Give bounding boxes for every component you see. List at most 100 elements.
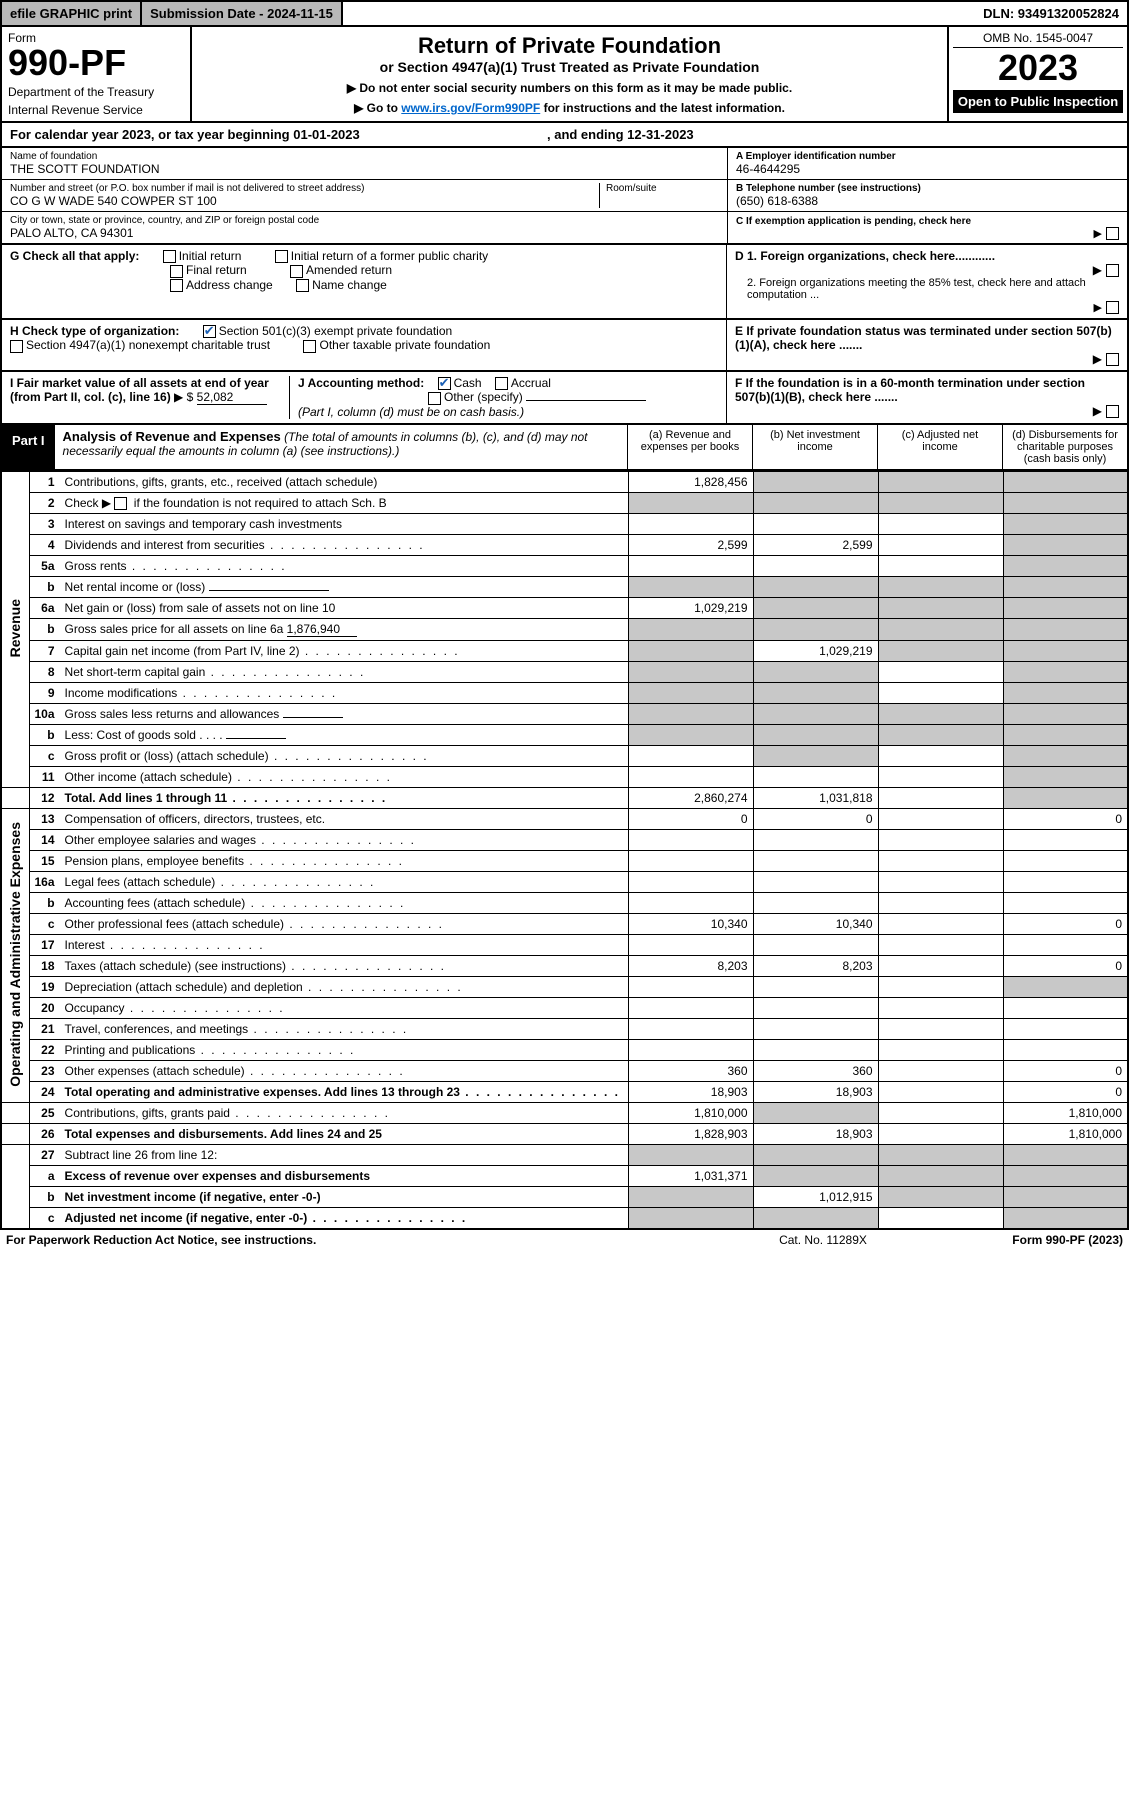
col-d-val <box>1003 1165 1128 1186</box>
col-a-val <box>628 871 753 892</box>
col-d-val: 1,810,000 <box>1003 1102 1128 1123</box>
ein-cell: A Employer identification number 46-4644… <box>728 148 1127 180</box>
col-c-val <box>878 555 1003 576</box>
col-b-val <box>753 1039 878 1060</box>
form-header: Form 990-PF Department of the Treasury I… <box>0 27 1129 123</box>
j-cash-checkbox[interactable] <box>438 377 451 390</box>
line-num: 24 <box>29 1081 60 1102</box>
col-d-val <box>1003 492 1128 513</box>
e-checkbox[interactable] <box>1106 353 1119 366</box>
form-id-block: Form 990-PF Department of the Treasury I… <box>2 27 192 121</box>
j-other-checkbox[interactable] <box>428 392 441 405</box>
line-desc: Less: Cost of goods sold . . . . <box>60 724 628 745</box>
line-num: 10a <box>29 703 60 724</box>
line-num: 23 <box>29 1060 60 1081</box>
irs-link[interactable]: www.irs.gov/Form990PF <box>401 101 540 115</box>
j-block: J Accounting method: Cash Accrual Other … <box>290 376 718 419</box>
line-num: 25 <box>29 1102 60 1123</box>
col-c-val <box>878 892 1003 913</box>
col-d-val <box>1003 618 1128 640</box>
col-a-val <box>628 703 753 724</box>
col-d-val <box>1003 934 1128 955</box>
form-number: 990-PF <box>8 45 184 81</box>
part1-title: Analysis of Revenue and Expenses <box>63 429 281 444</box>
d1-checkbox[interactable] <box>1106 264 1119 277</box>
line-num: c <box>29 745 60 766</box>
col-d-val <box>1003 871 1128 892</box>
table-row: 6a Net gain or (loss) from sale of asset… <box>1 597 1128 618</box>
col-b-val <box>753 871 878 892</box>
col-c-val <box>878 1207 1003 1229</box>
col-a-val <box>628 1144 753 1165</box>
col-b-val: 8,203 <box>753 955 878 976</box>
col-b-val <box>753 618 878 640</box>
j-accrual-checkbox[interactable] <box>495 377 508 390</box>
col-b-val <box>753 1018 878 1039</box>
d1-row: D 1. Foreign organizations, check here..… <box>735 249 1119 277</box>
h-label: H Check type of organization: <box>10 324 179 338</box>
col-b-val <box>753 766 878 787</box>
h-opt3: Other taxable private foundation <box>319 338 490 352</box>
col-c-val <box>878 808 1003 829</box>
exemption-checkbox[interactable] <box>1106 227 1119 240</box>
col-c-val <box>878 682 1003 703</box>
line-desc: Contributions, gifts, grants paid <box>60 1102 628 1123</box>
city-value: PALO ALTO, CA 94301 <box>10 226 719 240</box>
g-name-change-checkbox[interactable] <box>296 279 309 292</box>
line-desc: Taxes (attach schedule) (see instruction… <box>60 955 628 976</box>
col-c-val <box>878 955 1003 976</box>
h-501c3-checkbox[interactable] <box>203 325 216 338</box>
col-a-val <box>628 618 753 640</box>
line-num: 19 <box>29 976 60 997</box>
g-initial-return-checkbox[interactable] <box>163 250 176 263</box>
col-a-val: 8,203 <box>628 955 753 976</box>
table-row: 20 Occupancy <box>1 997 1128 1018</box>
r2-post: if the foundation is not required to att… <box>130 496 386 510</box>
line-desc: Net short-term capital gain <box>60 661 628 682</box>
col-c-val <box>878 640 1003 661</box>
line-desc: Excess of revenue over expenses and disb… <box>60 1165 628 1186</box>
line-desc: Interest <box>60 934 628 955</box>
col-b-val <box>753 492 878 513</box>
j-cash: Cash <box>454 376 482 390</box>
col-d-val: 0 <box>1003 1060 1128 1081</box>
part1-label: Part I <box>2 425 55 469</box>
i-arrow: ▶ $ <box>174 390 193 404</box>
dln-label: DLN: 93491320052824 <box>975 2 1127 25</box>
col-c-val <box>878 934 1003 955</box>
line-desc: Occupancy <box>60 997 628 1018</box>
part1-title-cell: Analysis of Revenue and Expenses (The to… <box>55 425 627 469</box>
name-value: THE SCOTT FOUNDATION <box>10 162 719 176</box>
line-desc: Gross rents <box>60 555 628 576</box>
line-num: b <box>29 1186 60 1207</box>
col-a-val <box>628 997 753 1018</box>
goto-pre: ▶ Go to <box>354 101 401 115</box>
g-amended-checkbox[interactable] <box>290 265 303 278</box>
col-a-val <box>628 766 753 787</box>
col-b-val <box>753 1102 878 1123</box>
exemption-check-wrap: ▶ <box>736 227 1119 240</box>
g-address-change-checkbox[interactable] <box>170 279 183 292</box>
f-checkbox[interactable] <box>1106 405 1119 418</box>
i-block: I Fair market value of all assets at end… <box>10 376 290 419</box>
g-final-return-checkbox[interactable] <box>170 265 183 278</box>
table-row: 22 Printing and publications <box>1 1039 1128 1060</box>
i-value: 52,082 <box>197 390 267 405</box>
r2-pre: Check ▶ <box>65 496 115 510</box>
h-other-checkbox[interactable] <box>303 340 316 353</box>
col-a-val: 0 <box>628 808 753 829</box>
d2-checkbox[interactable] <box>1106 301 1119 314</box>
table-row: 18 Taxes (attach schedule) (see instruct… <box>1 955 1128 976</box>
col-d-val <box>1003 892 1128 913</box>
g-initial-public-checkbox[interactable] <box>275 250 288 263</box>
line-desc: Pension plans, employee benefits <box>60 850 628 871</box>
schb-checkbox[interactable] <box>114 497 127 510</box>
line-num: 27 <box>29 1144 60 1165</box>
g-opt-0: Initial return <box>179 249 242 263</box>
h-4947-checkbox[interactable] <box>10 340 23 353</box>
col-a-val <box>628 661 753 682</box>
line-num: 16a <box>29 871 60 892</box>
submission-date: Submission Date - 2024-11-15 <box>142 2 343 25</box>
id-left-col: Name of foundation THE SCOTT FOUNDATION … <box>2 148 727 243</box>
col-d-val <box>1003 766 1128 787</box>
